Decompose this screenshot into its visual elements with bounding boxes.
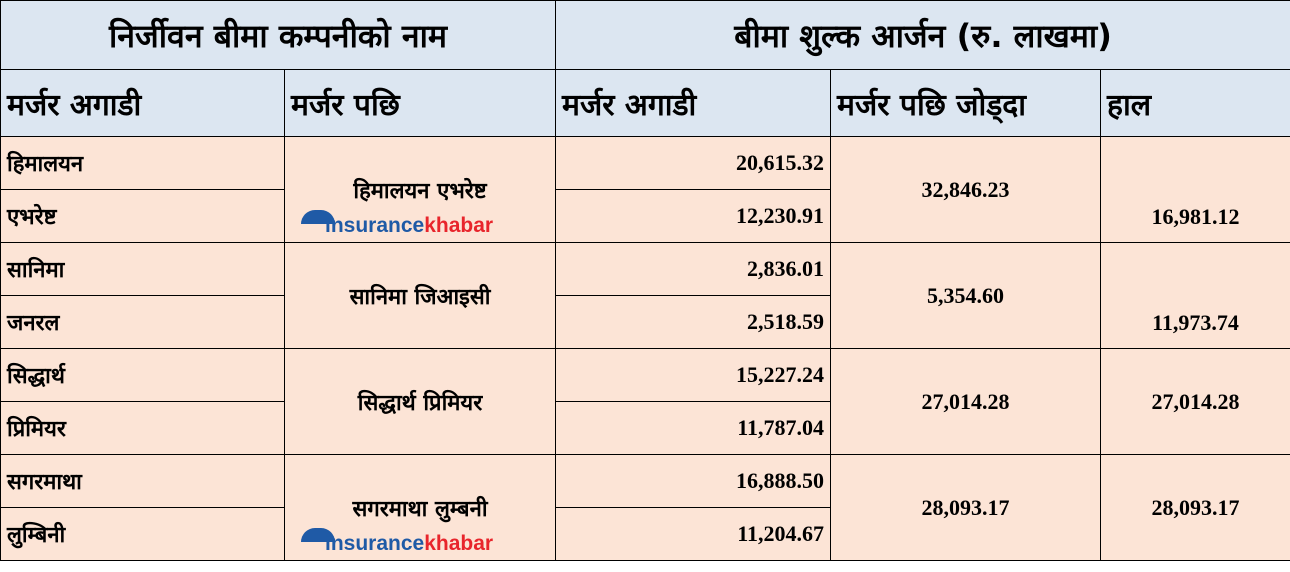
- header-company-name: निर्जीवन बीमा कम्पनीको नाम: [0, 0, 557, 70]
- company-after-label: हिमालयन एभरेष्ट: [353, 178, 487, 204]
- company-after-label: सानिमा जिआइसी: [349, 284, 491, 310]
- company-before: सगरमाथा: [0, 454, 285, 508]
- premium-after-sum: 5,354.60: [830, 242, 1102, 349]
- header-premium: बीमा शुल्क आर्जन (रु. लाखमा): [555, 0, 1290, 70]
- premium-current: 27,014.28: [1100, 348, 1290, 455]
- premium-after-sum: 27,014.28: [830, 348, 1102, 455]
- premium-current: 28,093.17: [1100, 454, 1290, 561]
- header-premium-before: मर्जर अगाडी: [555, 69, 832, 137]
- premium-before: 11,787.04: [555, 401, 832, 455]
- company-after-label: सिद्धार्थ प्रिमियर: [357, 390, 483, 416]
- premium-current: 16,981.12: [1100, 136, 1290, 243]
- header-premium-after-sum: मर्जर पछि जोड्दा: [830, 69, 1102, 137]
- table-row: सगरमाथा सगरमाथा लुम्बनी insurance khabar 16,…: [0, 454, 1290, 561]
- company-before: लुम्बिनी: [0, 507, 285, 561]
- company-before: जनरल: [0, 295, 285, 349]
- umbrella-icon: [301, 528, 335, 542]
- header-after: मर्जर पछि: [283, 69, 557, 137]
- insurancekhabar-watermark: insurance khabar: [301, 210, 493, 238]
- table-row: हिमालयन हिमालयन एभरेष्ट insurance khabar 20,…: [0, 136, 1290, 243]
- company-before: प्रिमियर: [0, 401, 285, 455]
- header-current: हाल: [1100, 69, 1290, 137]
- company-after-label: सगरमाथा लुम्बनी: [352, 496, 488, 522]
- table-row: लुम्बिनी 11,204.67: [0, 507, 1290, 561]
- premium-before: 2,836.01: [555, 242, 832, 296]
- premium-after-sum: 28,093.17: [830, 454, 1102, 561]
- company-before: सिद्धार्थ: [0, 348, 285, 402]
- premium-before: 16,888.50: [555, 454, 832, 508]
- table-row: एभरेष्ट 12,230.91: [0, 189, 1290, 243]
- premium-before: 11,204.67: [555, 507, 832, 561]
- table-row: जनरल 2,518.59: [0, 295, 1290, 349]
- premium-current: 11,973.74: [1100, 242, 1290, 349]
- premium-after-sum: 32,846.23: [830, 136, 1102, 243]
- company-before: हिमालयन: [0, 136, 285, 190]
- company-before: एभरेष्ट: [0, 189, 285, 243]
- company-after: सगरमाथा लुम्बनी insurance khabar: [283, 454, 557, 561]
- company-before: सानिमा: [0, 242, 285, 296]
- table-row: सिद्धार्थ सिद्धार्थ प्रिमियर 15,227.24 27,0…: [0, 348, 1290, 455]
- insurancekhabar-watermark: insurance khabar: [301, 528, 493, 556]
- company-after: हिमालयन एभरेष्ट insurance khabar: [283, 136, 557, 243]
- premium-before: 2,518.59: [555, 295, 832, 349]
- premium-before: 20,615.32: [555, 136, 832, 190]
- table-row: सानिमा सानिमा जिआइसी 2,836.01 5,354.60 11,97…: [0, 242, 1290, 349]
- company-after: सिद्धार्थ प्रिमियर: [283, 348, 557, 455]
- umbrella-icon: [301, 210, 335, 224]
- company-after: सानिमा जिआइसी: [283, 242, 557, 349]
- premium-before: 15,227.24: [555, 348, 832, 402]
- premium-before: 12,230.91: [555, 189, 832, 243]
- header-before: मर्जर अगाडी: [0, 69, 285, 137]
